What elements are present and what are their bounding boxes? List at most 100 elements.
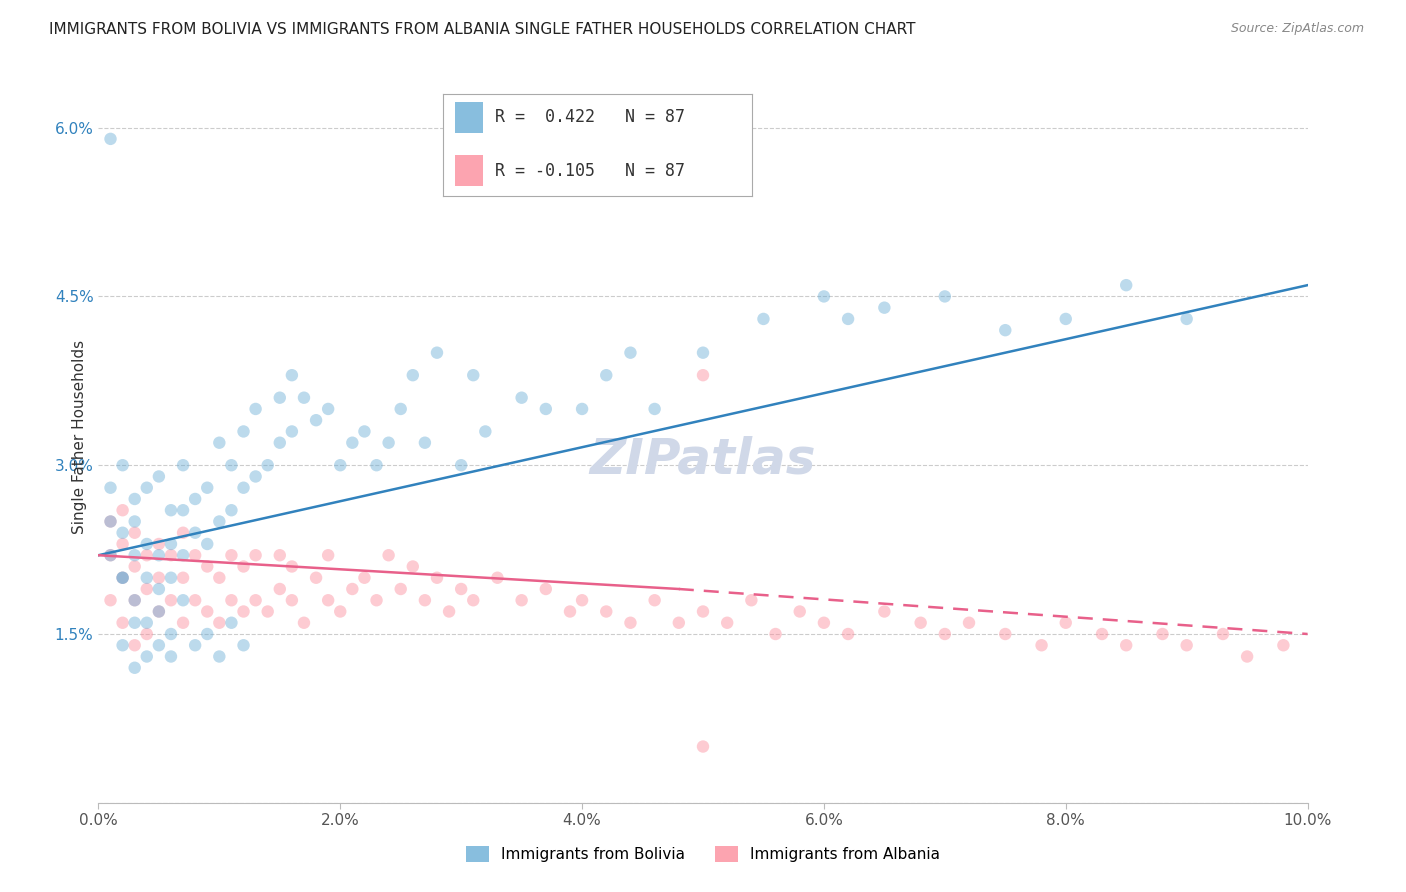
Point [184, 525, 207, 540]
Point [184, 638, 207, 652]
Point [644, 593, 666, 607]
Point [135, 548, 157, 562]
Text: R = -0.105   N = 87: R = -0.105 N = 87 [495, 161, 686, 179]
Text: Source: ZipAtlas.com: Source: ZipAtlas.com [1230, 22, 1364, 36]
Point [100, 481, 122, 495]
Point [474, 425, 496, 439]
Point [292, 391, 315, 405]
Point [316, 401, 339, 416]
Point [1236, 649, 1258, 664]
Point [281, 593, 304, 607]
Point [232, 481, 254, 495]
FancyBboxPatch shape [456, 102, 484, 133]
Point [172, 571, 194, 585]
Point [184, 548, 207, 562]
Point [450, 458, 472, 473]
Point [172, 615, 194, 630]
Point [245, 469, 267, 483]
Point [692, 368, 714, 383]
Point [124, 525, 146, 540]
Point [305, 413, 328, 427]
Point [910, 615, 932, 630]
Point [389, 582, 412, 596]
Point [100, 132, 122, 146]
Point [124, 593, 146, 607]
Point [934, 289, 956, 303]
Point [208, 515, 231, 529]
Point [316, 593, 339, 607]
Point [813, 615, 835, 630]
Point [135, 627, 157, 641]
Point [184, 593, 207, 607]
Point [232, 559, 254, 574]
Point [160, 503, 183, 517]
Point [111, 503, 134, 517]
Point [256, 458, 278, 473]
Legend: Immigrants from Bolivia, Immigrants from Albania: Immigrants from Bolivia, Immigrants from… [460, 840, 946, 868]
Point [510, 593, 533, 607]
Point [124, 559, 146, 574]
Point [994, 323, 1017, 337]
Point [413, 593, 436, 607]
Point [486, 571, 509, 585]
Point [1091, 627, 1114, 641]
Point [413, 435, 436, 450]
Point [668, 615, 690, 630]
Point [329, 458, 352, 473]
Point [644, 401, 666, 416]
Point [994, 627, 1017, 641]
Point [873, 301, 896, 315]
Point [124, 548, 146, 562]
Point [305, 571, 328, 585]
Point [208, 649, 231, 664]
FancyBboxPatch shape [456, 155, 484, 186]
Point [281, 425, 304, 439]
Point [100, 548, 122, 562]
Point [752, 312, 775, 326]
Point [208, 435, 231, 450]
Point [148, 605, 170, 619]
Point [837, 312, 859, 326]
Point [100, 548, 122, 562]
Point [195, 559, 218, 574]
Point [195, 537, 218, 551]
Point [837, 627, 859, 641]
Point [111, 638, 134, 652]
Point [148, 638, 170, 652]
Point [692, 739, 714, 754]
Point [463, 368, 485, 383]
Point [111, 615, 134, 630]
Point [1272, 638, 1295, 652]
Point [135, 481, 157, 495]
Point [172, 503, 194, 517]
Point [366, 593, 388, 607]
Point [111, 458, 134, 473]
Point [208, 615, 231, 630]
Point [269, 391, 291, 405]
Point [619, 345, 641, 359]
Point [1054, 615, 1077, 630]
Text: R =  0.422   N = 87: R = 0.422 N = 87 [495, 108, 686, 127]
Point [245, 401, 267, 416]
Point [124, 638, 146, 652]
Point [329, 605, 352, 619]
Point [124, 661, 146, 675]
Point [148, 571, 170, 585]
Point [571, 401, 593, 416]
Point [437, 605, 460, 619]
Point [135, 615, 157, 630]
Point [813, 289, 835, 303]
Point [195, 627, 218, 641]
Point [316, 548, 339, 562]
Point [232, 605, 254, 619]
Point [450, 582, 472, 596]
Point [873, 605, 896, 619]
Point [172, 458, 194, 473]
Point [148, 537, 170, 551]
Point [692, 605, 714, 619]
Point [111, 571, 134, 585]
Point [195, 481, 218, 495]
Point [135, 571, 157, 585]
Point [353, 425, 375, 439]
Point [534, 582, 557, 596]
